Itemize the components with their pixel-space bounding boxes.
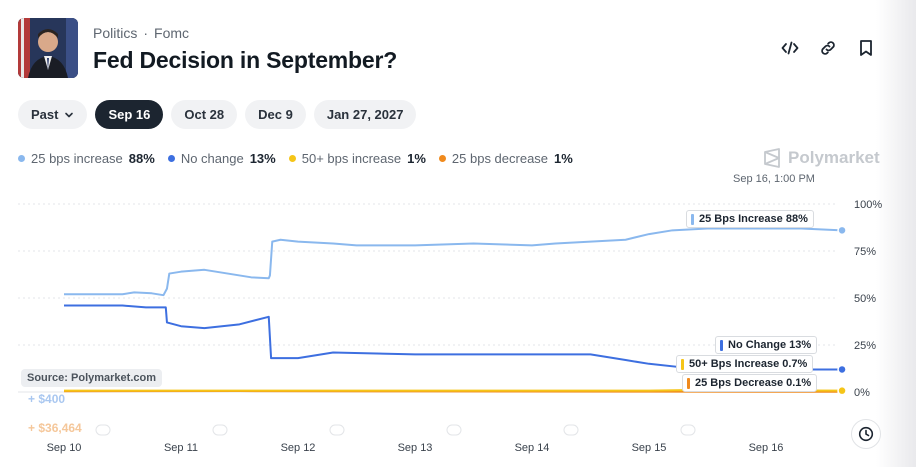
legend-swatch [167,155,175,162]
end-label-no-change: No Change 13% [715,336,818,354]
legend-item: 50+ bps increase 1% [288,151,426,166]
chart-legend: 25 bps increase 88% No change 13% 50+ bps … [18,151,573,166]
brand-name: Polymarket [788,148,880,167]
tab-past-label: Past [31,107,59,122]
hover-timestamp: Sep 16, 1:00 PM [733,173,815,185]
end-label-50bps-increase: 50+ Bps Increase 0.7% [676,355,814,373]
x-tick-label: Sep 10 [47,442,82,454]
legend-label: 50+ bps increase [301,151,402,166]
x-tick-label: Sep 13 [398,442,433,454]
date-tabs: Past Sep 16 Oct 28 Dec 9 Jan 27, 2027 [18,100,417,129]
breadcrumb: Politics · Fomc [93,25,189,41]
legend-value: 1% [554,151,573,166]
x-tick-label: Sep 12 [281,442,316,454]
end-label-25bps-increase: 25 Bps Increase 88% [686,210,814,228]
x-tick-label: Sep 16 [749,442,784,454]
legend-item: 25 bps increase 88% [18,151,155,166]
series-end-dot [837,364,847,375]
breadcrumb-separator: · [143,25,149,41]
legend-label: No change [180,151,244,166]
market-avatar [18,18,78,78]
x-axis-labels: Sep 10 Sep 11 Sep 12 Sep 13 Sep 14 Sep 15 Sep … [47,424,784,454]
tab-past[interactable]: Past [18,100,88,129]
embed-icon[interactable] [780,38,802,60]
link-icon[interactable] [818,38,840,60]
series-end-dot [837,385,847,396]
legend-swatch [438,155,446,162]
x-tick-marker [446,424,462,436]
legend-swatch [18,155,25,162]
tab-oct-28[interactable]: Oct 28 [171,100,238,129]
legend-value: 13% [249,151,276,166]
legend-label: 25 bps increase [31,151,123,166]
end-label-text: 50+ Bps Increase 0.7% [689,358,808,370]
end-label-text: No Change 13% [728,339,812,351]
end-label-swatch [681,358,684,370]
breadcrumb-subcategory[interactable]: Fomc [154,25,190,41]
page-title: Fed Decision in September? [93,47,398,73]
y-tick-label: 75% [854,246,876,258]
series-end-dot [837,225,847,236]
tab-sep-16[interactable]: Sep 16 [95,100,164,129]
y-axis-labels: 100% 75% 50% 25% 0% [854,199,882,399]
polymarket-brand: Polymarket [762,148,880,168]
x-tick-marker [563,424,579,436]
tab-jan-27-2027[interactable]: Jan 27, 2027 [313,100,417,129]
end-label-text: 25 Bps Decrease 0.1% [695,377,812,389]
probability-chart[interactable]: 100% 75% 50% 25% 0% Sep 10 Sep 11 Sep 12 Sep 13… [0,185,916,467]
end-label-text: 25 Bps Increase 88% [699,213,808,225]
breadcrumb-category[interactable]: Politics [93,25,138,41]
bookmark-icon[interactable] [856,38,878,60]
tab-dec-9[interactable]: Dec 9 [245,100,306,129]
right-edge-shade [876,0,916,467]
legend-swatch [288,155,296,162]
legend-value: 88% [128,151,155,166]
legend-item: 25 bps decrease 1% [438,151,573,166]
x-tick-marker [329,424,345,436]
volume-change-2: + $36,464 [28,421,82,435]
y-tick-label: 0% [854,387,870,399]
volume-change-1: + $400 [28,392,66,406]
x-tick-label: Sep 11 [164,442,198,454]
chevron-down-icon [64,110,74,120]
end-label-swatch [720,339,723,351]
x-tick-label: Sep 14 [515,442,550,454]
clock-icon [858,426,874,442]
source-label: Source: Polymarket.com [21,369,162,387]
end-label-swatch [687,377,690,389]
legend-label: 25 bps decrease [451,151,549,166]
x-tick-marker [212,424,228,436]
y-tick-label: 100% [854,199,882,211]
y-tick-label: 25% [854,340,876,352]
y-tick-label: 50% [854,293,876,305]
legend-value: 1% [407,151,426,166]
series-line [64,227,843,297]
legend-item: No change 13% [167,151,276,166]
x-tick-label: Sep 15 [632,442,667,454]
x-tick-marker [680,424,696,436]
end-label-25bps-decrease: 25 Bps Decrease 0.1% [682,374,818,392]
x-tick-marker [95,424,111,436]
polymarket-logo-icon [762,148,782,168]
end-label-swatch [691,213,694,225]
time-range-button[interactable] [851,419,881,449]
